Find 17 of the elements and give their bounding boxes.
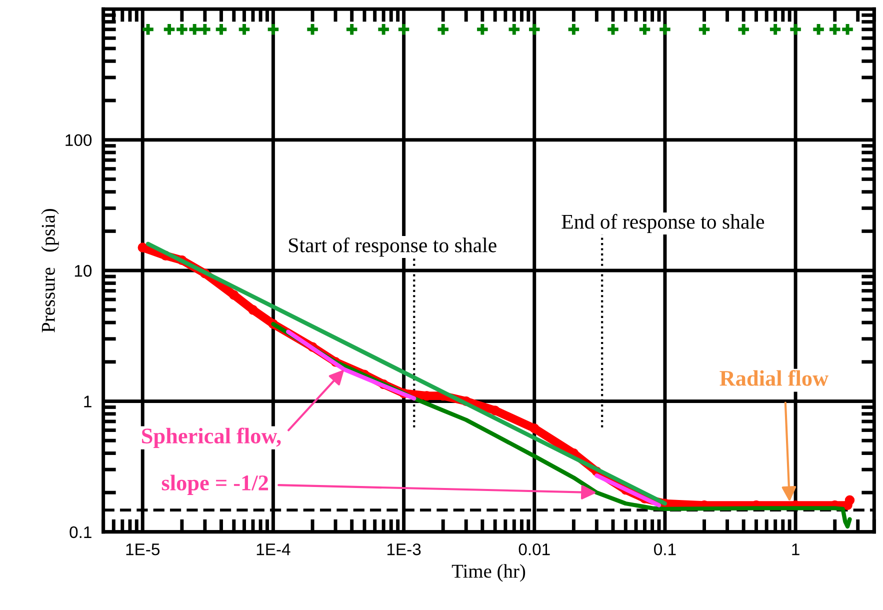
y-tick-label: 0.1 [70, 526, 92, 538]
annotation: Spherical flow, [142, 428, 281, 448]
y-tick-label: 10 [74, 264, 92, 277]
ref-line-label: End of response to shale [562, 214, 764, 234]
x-tick-label: 1E-4 [256, 544, 290, 556]
y-tick-label: 100 [66, 134, 92, 146]
x-tick-label: 0.1 [654, 543, 676, 556]
annotation: slope = -1/2 [162, 474, 268, 495]
y-axis-title: Pressure (psia) [41, 209, 59, 332]
x-axis-title: Time (hr) [452, 564, 526, 582]
x-tick-label: 0.01 [518, 543, 550, 556]
annotation: Radial flow [720, 370, 828, 386]
ref-line-label: Start of response to shale [289, 237, 496, 257]
x-tick-label: 1E-3 [387, 543, 421, 556]
x-tick-label: 1E-5 [126, 544, 160, 556]
y-tick-label: 1 [84, 396, 92, 408]
x-tick-label: 1 [792, 544, 800, 556]
